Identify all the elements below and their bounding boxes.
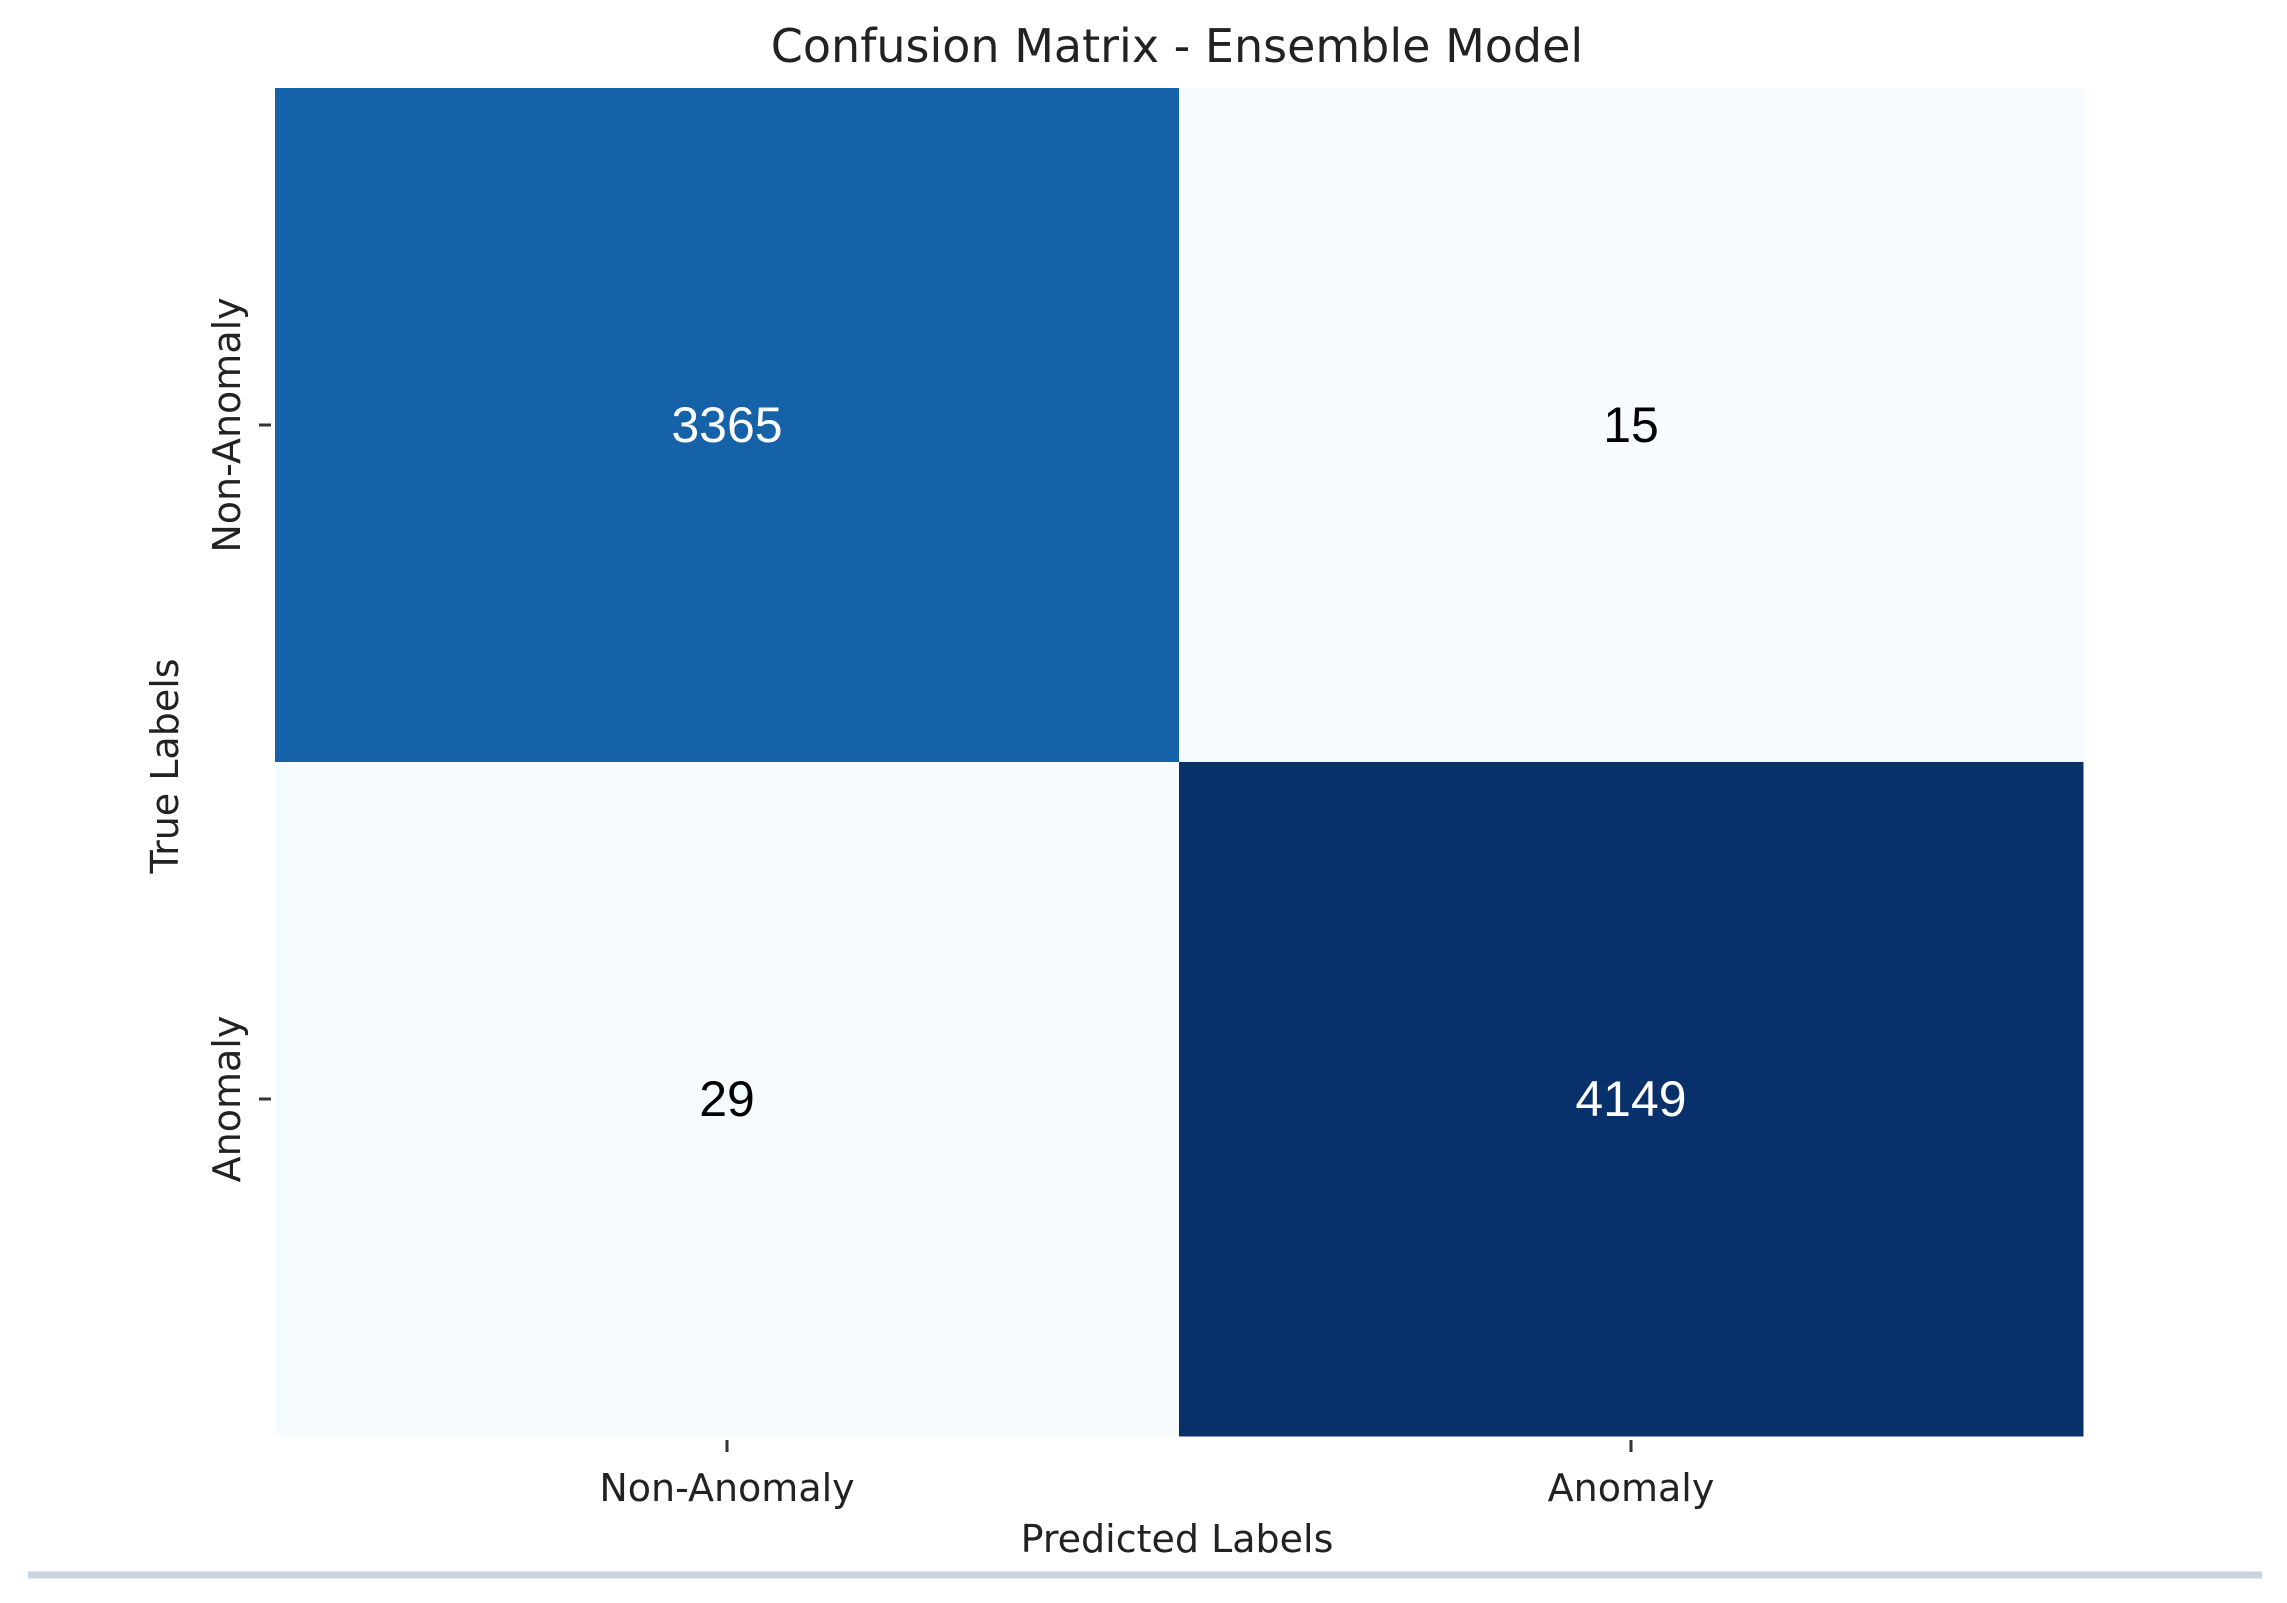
cell-value-label: 15 — [1603, 397, 1659, 453]
chart-title: Confusion Matrix - Ensemble Model — [771, 19, 1583, 73]
x-axis-label: Predicted Labels — [1021, 1517, 1334, 1561]
x-tick-label: Non-Anomaly — [599, 1466, 854, 1510]
heatmap-cell — [1179, 762, 2084, 1437]
heatmap-cell — [275, 88, 1180, 763]
y-tick-label: Anomaly — [205, 1016, 249, 1183]
y-axis: Non-Anomaly Anomaly — [205, 297, 271, 1182]
cell-value-label: 4149 — [1575, 1071, 1686, 1127]
x-axis: Non-Anomaly Anomaly — [599, 1440, 1714, 1510]
heatmap-cells — [275, 88, 2084, 1437]
heatmap-cell — [275, 762, 1180, 1437]
heatmap-cell — [1179, 88, 2084, 763]
cell-value-label: 29 — [699, 1071, 755, 1127]
cell-value-label: 3365 — [671, 397, 782, 453]
y-tick-label: Non-Anomaly — [205, 297, 249, 552]
heatmap-annotations: 3365 15 29 4149 — [671, 397, 1686, 1127]
y-axis-label: True Labels — [143, 658, 187, 874]
x-tick-label: Anomaly — [1548, 1466, 1715, 1510]
